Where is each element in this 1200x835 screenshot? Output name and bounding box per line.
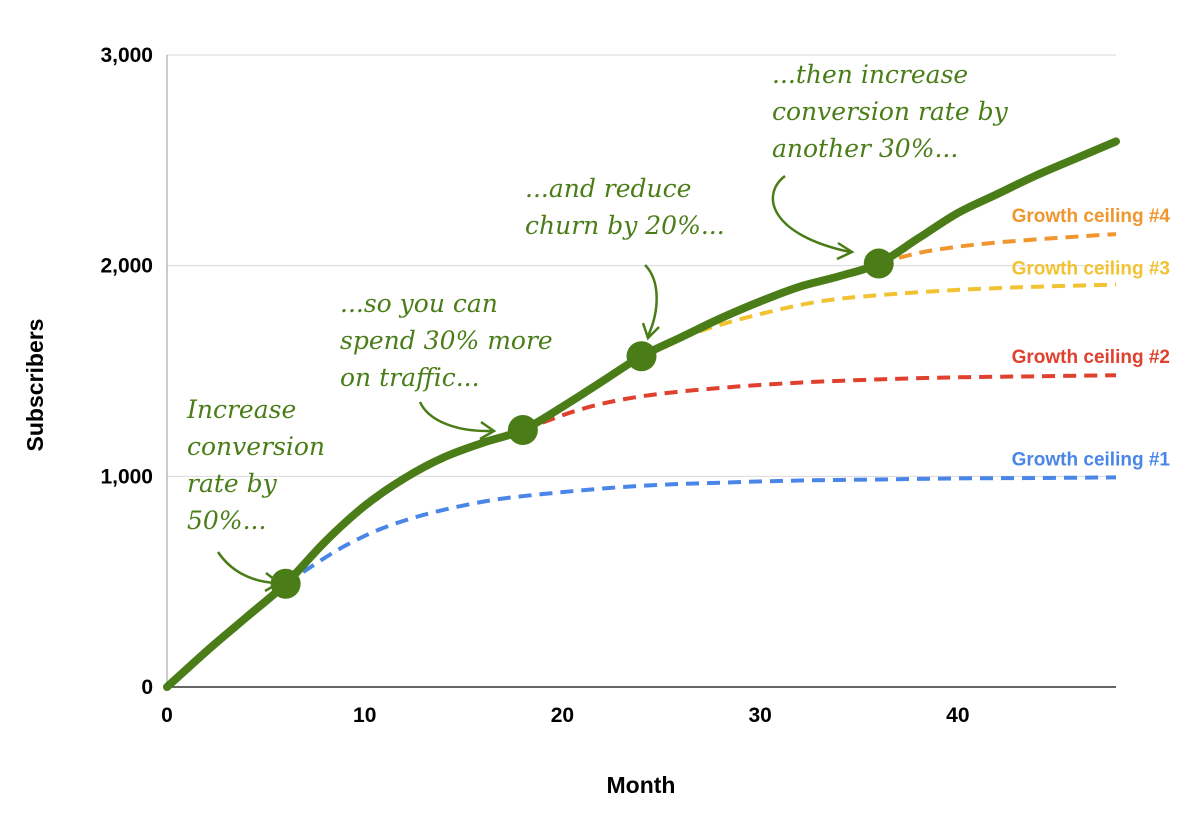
growth-ceiling-line-2 <box>522 373 1117 432</box>
milestone-point-1 <box>270 568 301 599</box>
growth-ceiling-line-4 <box>878 232 1117 266</box>
x-tick-labels: 0 10 20 30 40 <box>161 704 969 727</box>
x-tick-label: 30 <box>748 704 771 727</box>
annotation-4: ...then increase conversion rate by anothe… <box>772 60 1009 163</box>
x-tick-label: 40 <box>946 704 969 727</box>
x-tick-label: 0 <box>161 704 173 727</box>
y-tick-labels: 0 1,000 2,000 3,000 <box>100 44 153 699</box>
x-tick-label: 20 <box>551 704 574 727</box>
y-tick-label: 0 <box>141 676 153 699</box>
annotation-1: Increase conversion rate by 50%... <box>186 395 325 535</box>
arrow-3-head <box>641 322 660 341</box>
annotations: Increase conversion rate by 50%......so you… <box>186 60 1009 535</box>
gridlines <box>167 54 1116 477</box>
arrow-2-head <box>479 420 497 441</box>
annotation-3: ...and reduce churn by 20%... <box>525 174 725 240</box>
milestone-point-2 <box>507 414 538 445</box>
y-tick-label: 1,000 <box>100 465 153 488</box>
arrow-2 <box>418 401 493 433</box>
growth-ceiling-label-4: Growth ceiling #4 <box>1012 206 1171 227</box>
arrow-1 <box>216 551 278 585</box>
milestone-points <box>270 248 894 599</box>
growth-ceiling-label-1: Growth ceiling #1 <box>1012 449 1171 470</box>
annotation-arrows <box>216 175 855 593</box>
milestone-point-3 <box>626 341 657 372</box>
arrow-3 <box>644 264 658 337</box>
growth-ceiling-line-1 <box>284 475 1117 586</box>
y-tick-label: 2,000 <box>100 255 153 278</box>
milestone-point-4 <box>863 248 894 279</box>
growth-ceiling-labels: Growth ceiling #1 Growth ceiling #2 Growth… <box>1012 206 1171 470</box>
y-axis-label: Subscribers <box>22 319 48 452</box>
arrow-4 <box>771 175 851 254</box>
axes <box>166 55 1116 688</box>
arrow-1-head <box>264 572 282 593</box>
x-axis-label: Month <box>607 772 676 798</box>
x-tick-label: 10 <box>353 704 376 727</box>
growth-ceiling-label-2: Growth ceiling #2 <box>1012 347 1170 368</box>
arrow-4-head <box>836 241 855 261</box>
annotation-2: ...so you can spend 30% more on traffic... <box>340 289 553 392</box>
y-tick-label: 3,000 <box>100 44 153 67</box>
growth-ceiling-lines <box>284 232 1117 586</box>
growth-ceiling-label-3: Growth ceiling #3 <box>1012 259 1170 280</box>
